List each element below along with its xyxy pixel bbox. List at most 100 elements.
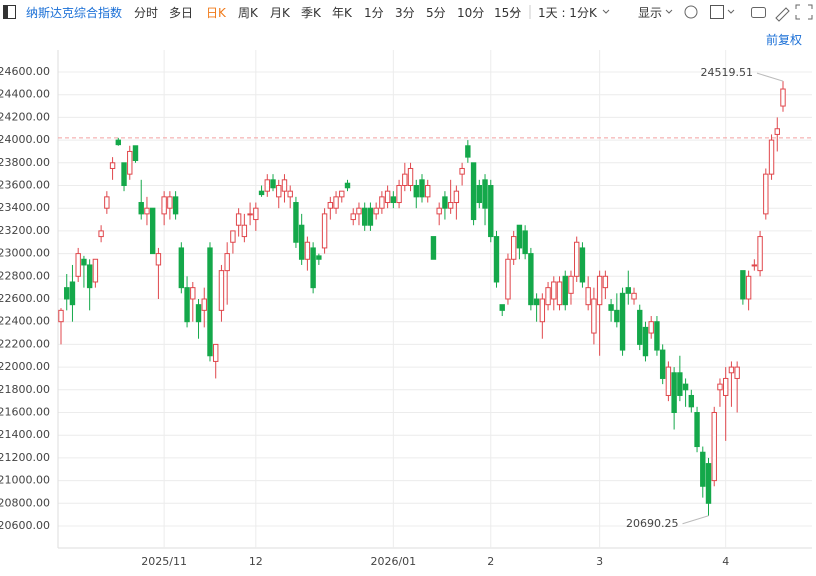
y-tick-label: 22000.00: [0, 360, 50, 373]
period-tab[interactable]: 分时: [134, 6, 159, 20]
index-name[interactable]: 纳斯达克综合指数: [26, 6, 123, 20]
period-tab[interactable]: 年K: [332, 6, 352, 20]
candle-body: [642, 326, 649, 357]
candle-body: [258, 190, 265, 196]
candle-body: [705, 463, 712, 504]
display-dropdown[interactable]: 显示: [638, 6, 663, 20]
y-tick-label: 21400.00: [0, 428, 50, 441]
candle-body: [178, 247, 185, 289]
candle-body: [104, 196, 110, 209]
candle-body: [734, 366, 740, 379]
candle-body: [316, 255, 322, 260]
period-tab[interactable]: 1分: [364, 6, 384, 20]
candle-body: [436, 207, 442, 215]
candle-body: [453, 190, 460, 204]
candle-body: [167, 196, 173, 209]
candle-body: [711, 412, 717, 482]
candle-body: [470, 162, 477, 221]
candle-body: [81, 258, 87, 266]
candle-body: [654, 321, 660, 351]
candle-body: [751, 264, 758, 267]
candle-body: [304, 241, 311, 260]
period-tab[interactable]: 季K: [301, 6, 321, 20]
candle-body: [510, 236, 517, 260]
y-tick-label: 21800.00: [0, 383, 50, 396]
x-tick-label: 2026/01: [370, 555, 416, 568]
candle-body: [682, 383, 689, 391]
candle-body: [722, 377, 729, 396]
candle-body: [631, 292, 637, 300]
candle-body: [505, 258, 511, 300]
period-dropdown[interactable]: 15分: [494, 6, 522, 20]
candle-body: [413, 185, 419, 198]
candle-body: [768, 139, 775, 175]
candle-body: [596, 275, 603, 306]
candle-body: [293, 202, 299, 243]
candle-body: [745, 275, 752, 300]
candle-body: [121, 162, 127, 187]
candle-body: [465, 145, 471, 158]
candle-body: [98, 230, 104, 238]
candle-body: [92, 258, 99, 283]
low-annotation: 20690.25: [626, 517, 679, 530]
candle-body: [321, 213, 328, 249]
candle-body: [310, 247, 316, 289]
y-tick-label: 22200.00: [0, 337, 50, 350]
candle-body: [361, 207, 368, 226]
period-tab[interactable]: 3分: [395, 6, 415, 20]
candle-body: [763, 173, 769, 215]
period-tab[interactable]: 10分: [457, 6, 485, 20]
candle-body: [476, 185, 483, 204]
low-leader: [682, 515, 709, 525]
y-tick-label: 24600.00: [0, 65, 50, 78]
box-icon[interactable]: [710, 5, 724, 19]
candle-body: [207, 247, 213, 357]
menu-icon[interactable]: [3, 5, 16, 19]
y-tick-label: 22600.00: [0, 292, 50, 305]
y-tick-label: 23800.00: [0, 156, 50, 169]
candle-body: [425, 185, 431, 198]
draw-icon[interactable]: [775, 7, 790, 22]
candle-body: [356, 207, 362, 215]
y-tick-label: 21200.00: [0, 451, 50, 464]
range-dropdown[interactable]: 1天 : 1分K: [538, 6, 597, 20]
candle-body: [637, 309, 643, 345]
adjust-button[interactable]: 前复权: [766, 33, 803, 47]
candle-body: [402, 173, 408, 186]
period-tab-active[interactable]: 日K: [206, 6, 226, 20]
candle-body: [625, 287, 631, 294]
period-tab[interactable]: 多日: [169, 6, 194, 20]
candle-body: [447, 202, 454, 209]
candle-body: [138, 202, 144, 215]
candle-body: [373, 207, 379, 215]
toolbar-icons: [3, 4, 813, 22]
candle-body: [556, 281, 563, 306]
candle-body: [591, 298, 597, 334]
candle-body: [482, 179, 488, 209]
candle-body: [545, 287, 551, 306]
period-tab[interactable]: 月K: [270, 6, 290, 20]
fullscreen-icon[interactable]: [795, 4, 813, 20]
candle-body: [247, 213, 253, 216]
y-tick-label: 21600.00: [0, 406, 50, 419]
candle-body: [774, 128, 780, 135]
period-tab[interactable]: 周K: [238, 6, 258, 20]
high-leader: [756, 72, 784, 82]
period-tab[interactable]: 5分: [426, 6, 446, 20]
candle-body: [86, 264, 93, 289]
y-tick-label: 24200.00: [0, 110, 50, 123]
candle-body: [333, 196, 339, 209]
candle-body: [241, 224, 248, 238]
candle-body: [390, 196, 397, 204]
candle-body: [253, 207, 259, 221]
candle-body: [562, 275, 568, 306]
settings-icon[interactable]: [684, 5, 698, 19]
camera-icon[interactable]: [751, 7, 766, 18]
candle-body: [516, 224, 523, 249]
y-tick-label: 20800.00: [0, 496, 50, 509]
candle-body: [614, 309, 620, 323]
caret: [511, 9, 735, 14]
candle-body: [201, 298, 207, 311]
candle-body: [574, 241, 580, 277]
candle-body: [172, 196, 179, 215]
